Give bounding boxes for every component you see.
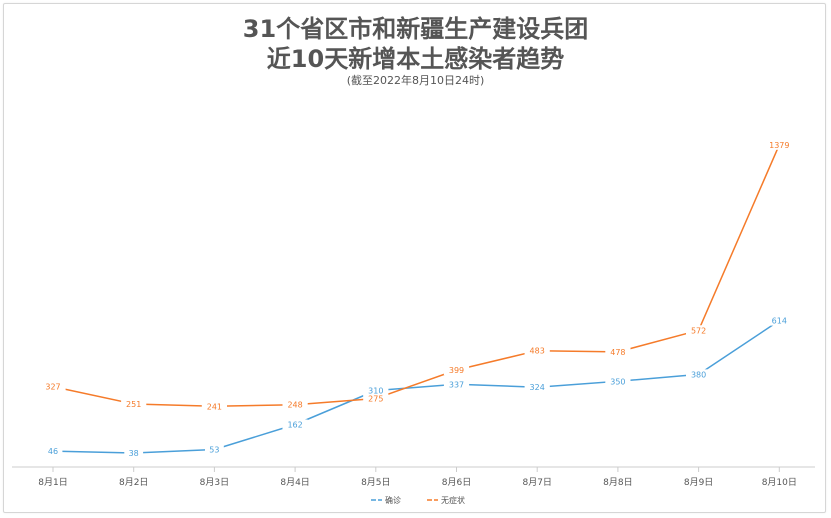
data-label-background [282,419,308,430]
title-line-1-text: 个省区市和新疆生产建设兵团 [276,15,589,43]
data-label: 46 [48,447,58,456]
chart-title-line-1: 31个省区市和新疆生产建设兵团 [0,14,831,44]
data-label: 483 [530,347,545,356]
data-label-background [443,365,470,376]
data-label-background [43,446,63,457]
data-label-background [443,379,470,390]
data-label-background [363,393,389,404]
data-label: 350 [610,377,625,386]
data-label-background [121,399,147,410]
data-label-background [363,385,389,396]
data-label-background [686,325,712,336]
data-label: 310 [368,386,383,395]
data-label-background [201,401,227,412]
chart-frame [3,3,826,513]
x-tick-label: 8月6日 [442,477,471,488]
data-label-background [205,444,224,455]
x-tick-label: 8月1日 [38,477,67,488]
title-number-10: 10 [290,45,325,73]
data-label: 275 [368,395,383,404]
data-label: 162 [287,420,302,429]
data-label: 399 [449,366,464,375]
data-label-background [686,369,712,380]
data-label: 324 [530,383,545,392]
title-number-31: 31 [242,15,277,43]
data-label: 614 [772,317,787,326]
series-line-1 [52,319,780,454]
x-tick-label: 8月10日 [762,477,797,488]
data-label-background [766,315,792,326]
x-tick-label: 8月3日 [200,477,229,488]
title-line-2-c: 天新增本土感染者趋势 [324,45,565,73]
data-label-background [282,399,308,410]
legend-label: 确诊 [385,495,401,505]
x-tick-label: 8月4日 [280,477,309,488]
x-tick-label: 8月2日 [119,477,148,488]
x-tick-label: 8月7日 [522,477,551,488]
chart-title-line-2: 近10天新增本土感染者趋势 [0,44,831,74]
data-label: 38 [129,449,139,458]
title-line-2-a: 近 [266,45,291,73]
data-label-background [524,345,550,356]
data-label-background [40,381,66,392]
legend-label: 无症状 [441,495,465,505]
data-label: 248 [287,401,302,410]
data-label: 241 [207,402,222,411]
chart-subtitle: (截至2022年8月10日24时) [346,74,485,87]
data-label-background [605,376,631,387]
x-tick-label: 8月5日 [361,477,390,488]
data-label-background [124,447,144,458]
data-label: 337 [449,380,464,389]
data-label: 1379 [769,141,789,150]
data-label: 53 [209,446,219,455]
data-label: 572 [691,326,706,335]
series-line-2 [52,144,780,408]
data-label: 478 [610,348,625,357]
data-label: 327 [45,383,60,392]
x-tick-label: 8月9日 [684,477,713,488]
data-label: 380 [691,370,706,379]
data-label-background [605,346,631,357]
data-label: 251 [126,400,141,409]
data-label-background [763,139,796,150]
data-label-background [524,382,550,393]
x-tick-label: 8月8日 [603,477,632,488]
